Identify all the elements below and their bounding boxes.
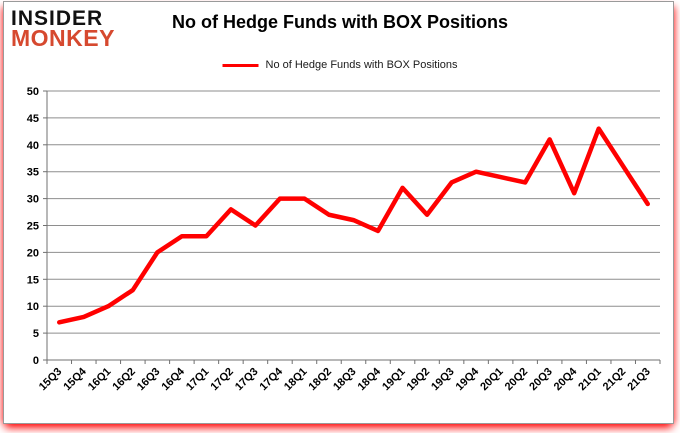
y-axis-label: 5 xyxy=(33,328,39,340)
y-axis-label: 10 xyxy=(27,301,39,313)
y-axis-label: 30 xyxy=(27,194,39,206)
chart-legend: No of Hedge Funds with BOX Positions xyxy=(222,59,458,71)
x-axis-label: 20Q3 xyxy=(527,366,555,394)
x-axis-label: 16Q3 xyxy=(135,366,163,394)
series-line xyxy=(57,126,650,325)
y-axis-label: 45 xyxy=(27,113,39,125)
x-axis-label: 20Q1 xyxy=(478,366,506,394)
x-axis-label: 19Q3 xyxy=(429,366,457,394)
x-axis-label: 17Q2 xyxy=(208,366,236,394)
x-axis-label: 16Q2 xyxy=(110,366,138,394)
x-axis-label: 16Q1 xyxy=(86,366,114,394)
x-axis-label: 20Q4 xyxy=(552,365,580,393)
y-axis-label: 50 xyxy=(27,86,39,98)
x-axis-label: 18Q1 xyxy=(282,366,310,394)
x-axis-label: 18Q4 xyxy=(356,365,384,393)
x-axis-label: 17Q1 xyxy=(184,366,212,394)
x-axis-label: 15Q4 xyxy=(61,365,89,393)
x-axis-label: 16Q4 xyxy=(159,365,187,393)
x-axis-label: 19Q1 xyxy=(380,366,408,394)
y-axis-label: 25 xyxy=(27,221,39,233)
x-axis-label: 21Q1 xyxy=(576,366,604,394)
x-axis-label: 19Q4 xyxy=(454,365,482,393)
y-axis-label: 35 xyxy=(27,167,39,179)
x-axis-label: 18Q2 xyxy=(307,366,335,394)
x-axis-label: 19Q2 xyxy=(405,366,433,394)
legend-label: No of Hedge Funds with BOX Positions xyxy=(265,59,458,71)
y-axis-label: 0 xyxy=(33,355,39,367)
x-axis-label: 18Q3 xyxy=(331,366,359,394)
chart-title: No of Hedge Funds with BOX Positions xyxy=(172,12,508,32)
x-axis-label: 21Q3 xyxy=(625,366,653,394)
x-axis-label: 21Q2 xyxy=(601,366,629,394)
x-axis-label: 17Q4 xyxy=(258,365,286,393)
chart-card-frame xyxy=(3,1,674,424)
logo-line-insider: INSIDER xyxy=(11,7,104,30)
y-axis-label: 15 xyxy=(27,274,39,286)
x-axis-label: 17Q3 xyxy=(233,366,261,394)
x-axis-label: 20Q2 xyxy=(503,366,531,394)
insider-monkey-logo: INSIDER MONKEY xyxy=(11,7,115,52)
logo-line-monkey: MONKEY xyxy=(11,25,115,52)
y-axis-label: 40 xyxy=(27,140,39,152)
x-axis-label: 15Q3 xyxy=(37,366,65,394)
legend-line-swatch xyxy=(222,63,259,67)
y-axis-label: 20 xyxy=(27,247,39,259)
